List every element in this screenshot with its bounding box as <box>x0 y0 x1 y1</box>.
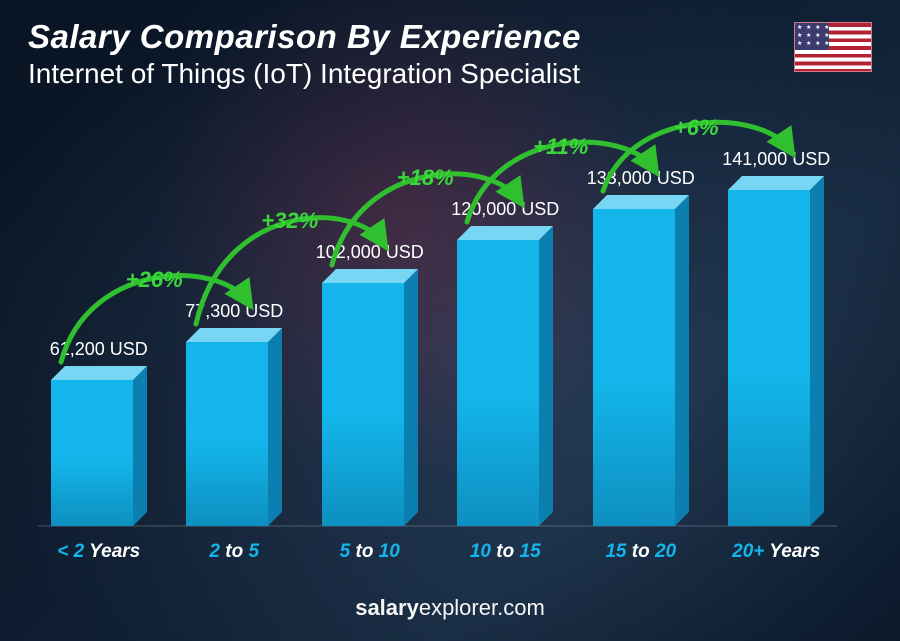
bar-top <box>457 226 553 240</box>
title-block: Salary Comparison By Experience Internet… <box>28 18 581 90</box>
bar-top <box>728 176 824 190</box>
bar: 61,200 USD <box>51 380 147 526</box>
bar: 120,000 USD <box>457 240 553 526</box>
bar: 141,000 USD <box>728 190 824 526</box>
bar: 102,000 USD <box>322 283 418 526</box>
watermark-rest: explorer.com <box>419 595 545 620</box>
bar: 133,000 USD <box>593 209 689 526</box>
bar-value-label: 133,000 USD <box>571 168 711 189</box>
bar-value-label: 120,000 USD <box>435 199 575 220</box>
x-axis-label: 2 to 5 <box>176 541 294 563</box>
bar-slot: 141,000 USD <box>718 130 836 526</box>
bar-slot: 61,200 USD <box>40 130 158 526</box>
watermark-bold: salary <box>355 595 419 620</box>
chart-area: 61,200 USD 77,300 USD 102,000 USD 120,000 U… <box>40 130 835 526</box>
bar-top <box>51 366 147 380</box>
bar-slot: 77,300 USD <box>176 130 294 526</box>
bar-value-label: 141,000 USD <box>706 149 846 170</box>
bar-side <box>539 226 553 526</box>
bar-top <box>322 269 418 283</box>
bar-slot: 133,000 USD <box>582 130 700 526</box>
x-axis-label: < 2 Years <box>40 541 158 563</box>
bar-front <box>593 209 675 526</box>
bar-value-label: 77,300 USD <box>164 301 304 322</box>
bar-slot: 120,000 USD <box>447 130 565 526</box>
x-axis-label: 20+ Years <box>718 541 836 563</box>
main-title: Salary Comparison By Experience <box>28 18 581 56</box>
bar: 77,300 USD <box>186 342 282 526</box>
bar-side <box>404 269 418 526</box>
bar-top <box>593 195 689 209</box>
bar-top <box>186 328 282 342</box>
x-axis-label: 15 to 20 <box>582 541 700 563</box>
bar-side <box>810 176 824 526</box>
bar-slot: 102,000 USD <box>311 130 429 526</box>
bar-front <box>186 342 268 526</box>
bar-side <box>268 328 282 526</box>
bar-value-label: 61,200 USD <box>29 339 169 360</box>
infographic-stage: Salary Comparison By Experience Internet… <box>0 0 900 641</box>
bar-front <box>728 190 810 526</box>
bar-front <box>457 240 539 526</box>
x-axis: < 2 Years 2 to 5 5 to 10 10 to 15 15 to 20 20… <box>40 541 835 563</box>
us-flag-icon <box>794 22 872 72</box>
subtitle: Internet of Things (IoT) Integration Spe… <box>28 58 581 90</box>
bar-value-label: 102,000 USD <box>300 242 440 263</box>
watermark: salaryexplorer.com <box>0 595 900 621</box>
bar-front <box>322 283 404 526</box>
x-axis-label: 5 to 10 <box>311 541 429 563</box>
bar-side <box>133 366 147 526</box>
bar-side <box>675 195 689 526</box>
bar-front <box>51 380 133 526</box>
bars-row: 61,200 USD 77,300 USD 102,000 USD 120,000 U… <box>40 130 835 526</box>
x-axis-label: 10 to 15 <box>447 541 565 563</box>
